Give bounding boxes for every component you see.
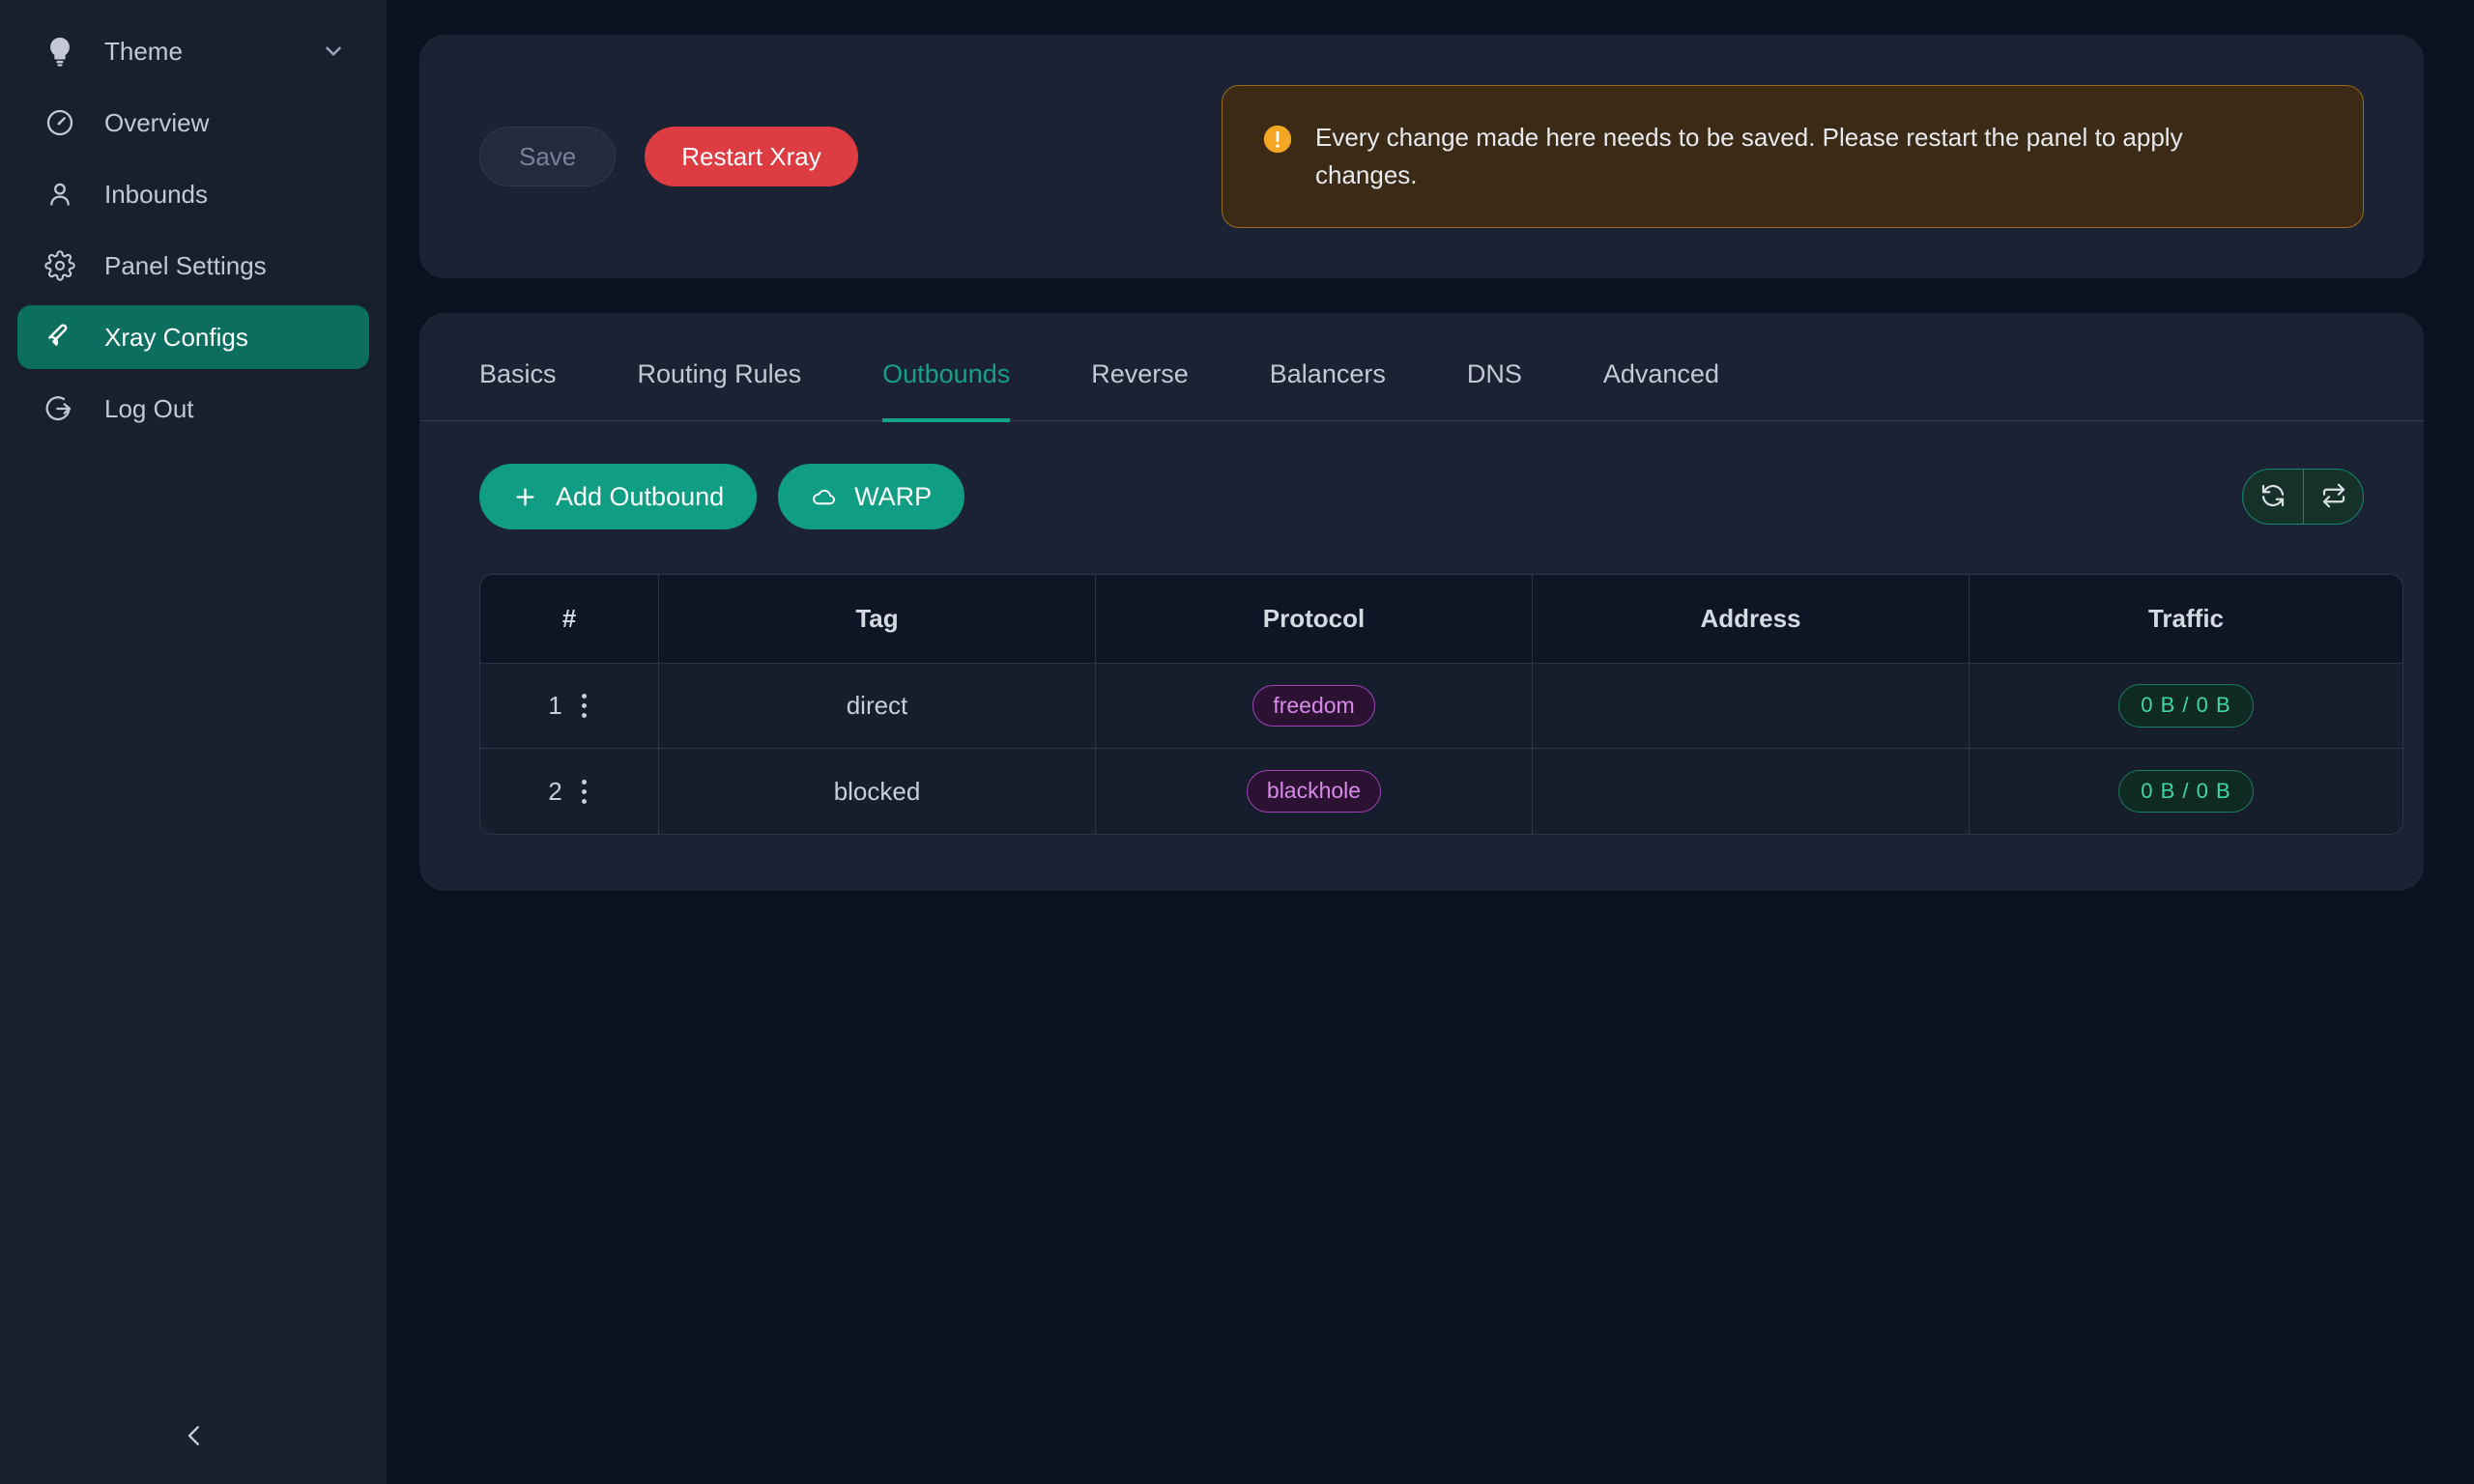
add-outbound-label: Add Outbound — [556, 481, 725, 511]
column-header-tag: Tag — [659, 575, 1096, 664]
toolbar-card: Save Restart Xray Every change made here… — [419, 35, 2424, 278]
cell-tag: blocked — [659, 749, 1096, 834]
logout-icon — [41, 389, 79, 428]
sidebar-item-inbounds[interactable]: Inbounds — [17, 162, 369, 226]
lightbulb-icon — [41, 32, 79, 71]
sidebar-item-label: Theme — [104, 36, 183, 66]
protocol-badge: blackhole — [1246, 770, 1382, 813]
table-row: 2 blocked blackhole 0 B / 0 B — [480, 749, 2402, 834]
add-outbound-button[interactable]: Add Outbound — [479, 464, 758, 529]
alert-message: Every change made here needs to be saved… — [1315, 123, 2183, 189]
outbounds-actions: Add Outbound WARP — [419, 421, 2424, 529]
cell-traffic: 0 B / 0 B — [1970, 749, 2402, 834]
row-number: 2 — [548, 776, 562, 806]
warp-button[interactable]: WARP — [778, 464, 965, 529]
cell-address — [1533, 664, 1970, 749]
main-content: Save Restart Xray Every change made here… — [387, 0, 2474, 1484]
tab-basics[interactable]: Basics — [479, 359, 557, 388]
save-button[interactable]: Save — [479, 127, 617, 186]
column-header-traffic: Traffic — [1970, 575, 2402, 664]
sidebar-item-panel-settings[interactable]: Panel Settings — [17, 234, 369, 298]
cell-index: 2 — [480, 749, 659, 834]
wrench-icon — [41, 318, 79, 357]
config-tabs: Basics Routing Rules Outbounds Reverse B… — [419, 313, 2424, 422]
plus-icon — [512, 484, 538, 510]
table-header-row: # Tag Protocol Address Traffic — [480, 575, 2402, 664]
row-number: 1 — [548, 691, 562, 720]
cell-address — [1533, 749, 1970, 834]
xray-configs-card: Basics Routing Rules Outbounds Reverse B… — [419, 313, 2424, 891]
sidebar-item-label: Log Out — [104, 393, 194, 423]
column-header-address: Address — [1533, 575, 1970, 664]
row-menu-icon[interactable] — [578, 774, 590, 810]
sidebar-collapse-button[interactable] — [169, 1413, 219, 1463]
warp-label: WARP — [854, 481, 933, 511]
cell-tag: direct — [659, 664, 1096, 749]
sidebar-item-overview[interactable]: Overview — [17, 91, 369, 155]
sidebar: Theme Overview — [0, 0, 387, 1484]
sidebar-item-xray-configs[interactable]: Xray Configs — [17, 305, 369, 369]
sidebar-item-theme[interactable]: Theme — [17, 19, 369, 83]
traffic-badge: 0 B / 0 B — [2118, 769, 2254, 813]
user-icon — [41, 175, 79, 214]
cell-traffic: 0 B / 0 B — [1970, 664, 2402, 749]
row-menu-icon[interactable] — [578, 688, 590, 724]
protocol-badge: freedom — [1252, 684, 1375, 728]
repeat-button[interactable] — [2303, 470, 2363, 524]
gear-icon — [41, 246, 79, 285]
tab-balancers[interactable]: Balancers — [1269, 359, 1386, 388]
tab-reverse[interactable]: Reverse — [1091, 359, 1189, 388]
traffic-badge: 0 B / 0 B — [2118, 684, 2254, 728]
sidebar-item-label: Panel Settings — [104, 250, 267, 280]
column-header-protocol: Protocol — [1096, 575, 1533, 664]
outbounds-table-wrap: # Tag Protocol Address Traffic 1 — [419, 529, 2424, 835]
sidebar-item-log-out[interactable]: Log Out — [17, 377, 369, 441]
exclamation-circle-icon — [1261, 123, 1294, 156]
outbounds-table: # Tag Protocol Address Traffic 1 — [479, 574, 2403, 835]
table-row: 1 direct freedom 0 B / 0 B — [480, 664, 2402, 749]
refresh-icon — [2258, 481, 2287, 513]
cell-protocol: freedom — [1096, 664, 1533, 749]
repeat-icon — [2319, 481, 2348, 513]
refresh-button[interactable] — [2243, 470, 2303, 524]
tab-routing-rules[interactable]: Routing Rules — [637, 359, 802, 388]
sidebar-item-label: Xray Configs — [104, 322, 248, 352]
cell-protocol: blackhole — [1096, 749, 1533, 834]
tab-dns[interactable]: DNS — [1466, 359, 1522, 388]
chevron-left-icon — [180, 1421, 209, 1455]
sidebar-item-label: Overview — [104, 107, 210, 137]
table-tools-group — [2242, 469, 2364, 525]
save-warning-alert: Every change made here needs to be saved… — [1222, 85, 2364, 228]
restart-xray-button[interactable]: Restart Xray — [645, 127, 858, 186]
cell-index: 1 — [480, 664, 659, 749]
sidebar-item-label: Inbounds — [104, 179, 208, 209]
gauge-icon — [41, 103, 79, 142]
chevron-down-icon[interactable] — [321, 39, 346, 64]
tab-outbounds[interactable]: Outbounds — [882, 359, 1011, 422]
tab-advanced[interactable]: Advanced — [1602, 359, 1719, 388]
cloud-icon — [811, 484, 837, 510]
column-header-index: # — [480, 575, 659, 664]
